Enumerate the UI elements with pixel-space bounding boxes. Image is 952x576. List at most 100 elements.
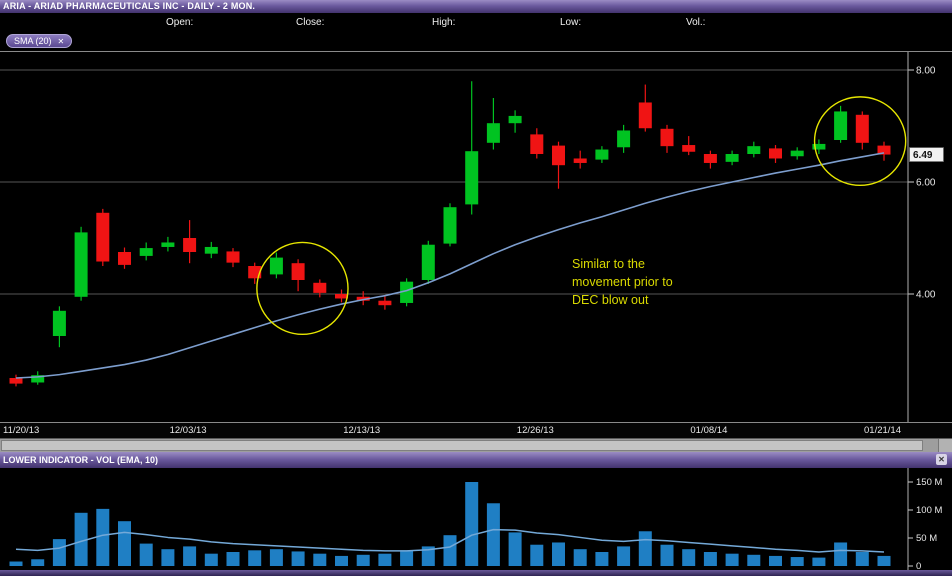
candle-up — [725, 154, 739, 162]
sma-indicator-chip[interactable]: SMA (20) ✕ — [6, 34, 73, 48]
volume-bar — [248, 550, 262, 566]
candle-up — [595, 149, 609, 160]
candle-down — [313, 282, 327, 293]
candle-down — [378, 300, 392, 306]
candle-up — [400, 281, 414, 303]
volume-bar — [118, 521, 131, 566]
price-axis-label: 4.00 — [916, 290, 936, 301]
volume-bar — [335, 555, 348, 566]
annotation-text: movement prior to — [572, 275, 673, 289]
candle-down — [335, 294, 348, 299]
volume-bar — [421, 546, 435, 566]
volume-bar — [703, 552, 717, 566]
candlestick-chart-canvas[interactable]: 8.00 6.00 4.00 Similar to the movement prior… — [0, 52, 952, 422]
volume-bar — [139, 543, 153, 566]
quote-bar: Open: Close: High: Low: Vol.: — [0, 13, 952, 32]
sma20-line — [15, 152, 885, 379]
volume-bar — [508, 532, 522, 566]
scrollbar-right-button[interactable] — [938, 439, 952, 452]
candle-down — [769, 148, 782, 159]
candle-down — [183, 238, 197, 252]
volume-bar — [530, 544, 544, 566]
last-price-tag — [909, 147, 944, 162]
volume-chart[interactable]: 150 M 100 M 50 M 0 — [0, 468, 952, 570]
annotation-text: DEC blow out — [572, 293, 649, 307]
volume-bar — [834, 542, 848, 566]
date-label: 12/26/13 — [516, 425, 554, 436]
volume-bar — [31, 559, 45, 566]
volume-bar — [465, 482, 479, 566]
remove-sma-icon[interactable]: ✕ — [57, 36, 65, 46]
volume-bar — [769, 555, 782, 566]
volume-bar — [52, 539, 66, 566]
low-label: Low: — [560, 17, 582, 28]
volume-bar — [877, 555, 891, 566]
volume-bar — [486, 503, 500, 566]
candle-up — [747, 146, 761, 154]
candle-up — [161, 242, 175, 247]
candle-up — [790, 150, 804, 157]
volume-bar — [269, 549, 283, 566]
chart-title-bar[interactable]: ARIA - ARIAD PHARMACEUTICALS INC - DAILY… — [0, 0, 952, 13]
volume-bar — [443, 535, 457, 566]
last-price-label: 6.49 — [913, 150, 933, 161]
candle-down — [356, 296, 370, 301]
date-label: 01/21/14 — [864, 425, 901, 436]
annotation-circle — [256, 241, 349, 336]
candle-up — [465, 151, 479, 205]
date-label: 12/03/13 — [169, 425, 207, 436]
candle-up — [52, 310, 66, 336]
volume-axis-label: 50 M — [916, 533, 937, 544]
volume-chart-canvas[interactable]: 150 M 100 M 50 M 0 — [0, 468, 952, 570]
close-label: Close: — [296, 17, 325, 28]
candle-up — [443, 207, 457, 244]
volume-bar — [747, 554, 761, 566]
volume-bar — [638, 531, 652, 566]
annotation-text: Similar to the — [572, 257, 645, 271]
horizontal-scrollbar[interactable] — [0, 438, 952, 452]
lower-indicator-header[interactable]: LOWER INDICATOR - VOL (EMA, 10) ✕ — [0, 452, 952, 468]
candle-down — [530, 134, 544, 154]
close-lower-indicator-icon[interactable]: ✕ — [936, 454, 947, 465]
volume-bar — [9, 561, 23, 566]
volume-bar — [573, 549, 587, 566]
candle-up — [834, 111, 848, 140]
candle-down — [573, 158, 587, 163]
volume-bar — [161, 549, 175, 566]
volume-axis-label: 0 — [916, 561, 921, 570]
price-chart[interactable]: 8.00 6.00 4.00 Similar to the movement prior… — [0, 52, 952, 422]
candle-down — [291, 263, 305, 280]
price-axis-label: 8.00 — [916, 66, 936, 77]
volume-bar — [855, 552, 869, 566]
candle-up — [139, 248, 153, 256]
vol-label: Vol.: — [686, 17, 706, 28]
volume-bar — [74, 512, 88, 566]
high-label: High: — [432, 17, 456, 28]
volume-bar — [682, 549, 696, 566]
volume-bar — [617, 546, 631, 566]
volume-bar — [660, 544, 674, 566]
candle-down — [682, 145, 696, 152]
volume-bar — [595, 552, 609, 566]
volume-bar — [226, 552, 240, 566]
volume-bar — [313, 553, 327, 566]
candle-up — [617, 130, 631, 148]
volume-axis-label: 150 M — [916, 477, 942, 488]
window-bottom-border — [0, 570, 952, 576]
candle-down — [552, 145, 565, 166]
volume-bar — [790, 557, 804, 566]
candle-down — [9, 378, 23, 384]
candle-up — [508, 115, 522, 124]
candle-down — [660, 128, 674, 147]
date-label: 11/20/13 — [3, 425, 40, 436]
candle-up — [204, 246, 218, 254]
candle-down — [877, 145, 891, 155]
volume-bar — [378, 553, 392, 566]
lower-indicator-title: LOWER INDICATOR - VOL (EMA, 10) — [3, 455, 159, 465]
volume-bar — [552, 542, 565, 566]
candle-up — [31, 375, 45, 383]
scrollbar-thumb[interactable] — [1, 440, 923, 451]
candle-up — [421, 244, 435, 280]
date-label: 12/13/13 — [343, 425, 381, 436]
